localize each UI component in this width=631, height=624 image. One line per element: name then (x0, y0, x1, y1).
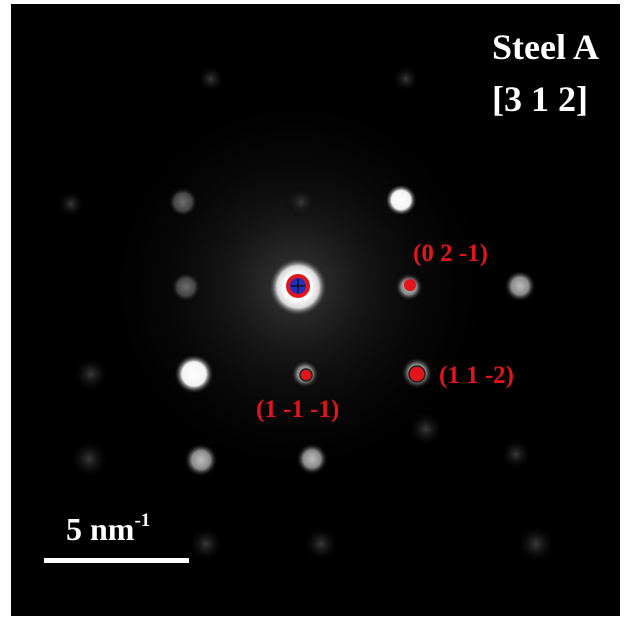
scale-bar (44, 558, 189, 563)
transmitted-beam-marker (286, 274, 310, 298)
indexed-marker-0-2-m1 (404, 279, 416, 291)
diffraction-spot (504, 270, 536, 302)
reflection-label-1-m1-m1: (1 -1 -1) (256, 396, 340, 423)
diffraction-spot (168, 187, 198, 217)
scale-bar-label: 5 nm-1 (66, 510, 150, 548)
sample-title: Steel A (492, 27, 599, 67)
indexed-marker-1-m1-m1 (299, 368, 313, 382)
diffraction-pattern (57, 65, 556, 564)
faint-spot (69, 439, 109, 479)
scale-bar-value: 5 nm (66, 511, 135, 547)
scale-bar-exponent: -1 (134, 510, 151, 531)
faint-spot (188, 526, 224, 562)
faint-spot (500, 438, 532, 470)
faint-spot (392, 65, 420, 93)
diffraction-spot (171, 272, 201, 302)
faint-spot (408, 411, 444, 447)
diffraction-pattern-image: Steel A [3 1 2] (0 2 -1) (1 1 -2) (1 -1 … (11, 4, 620, 616)
reflection-label-1-1-m2: (1 1 -2) (439, 362, 514, 389)
faint-spot (57, 190, 85, 218)
faint-spot (303, 526, 339, 562)
faint-spot (516, 524, 556, 564)
diffraction-spot (296, 443, 328, 475)
zone-axis-label: [3 1 2] (492, 79, 588, 119)
faint-spot (197, 65, 225, 93)
faint-spot (73, 356, 109, 392)
reflection-label-0-2-m1: (0 2 -1) (413, 240, 488, 267)
indexed-marker-1-1-m2 (408, 365, 426, 383)
bright-spot (174, 354, 214, 394)
faint-spot (285, 186, 317, 218)
bright-spot (385, 184, 417, 216)
diffraction-spot (184, 443, 218, 477)
